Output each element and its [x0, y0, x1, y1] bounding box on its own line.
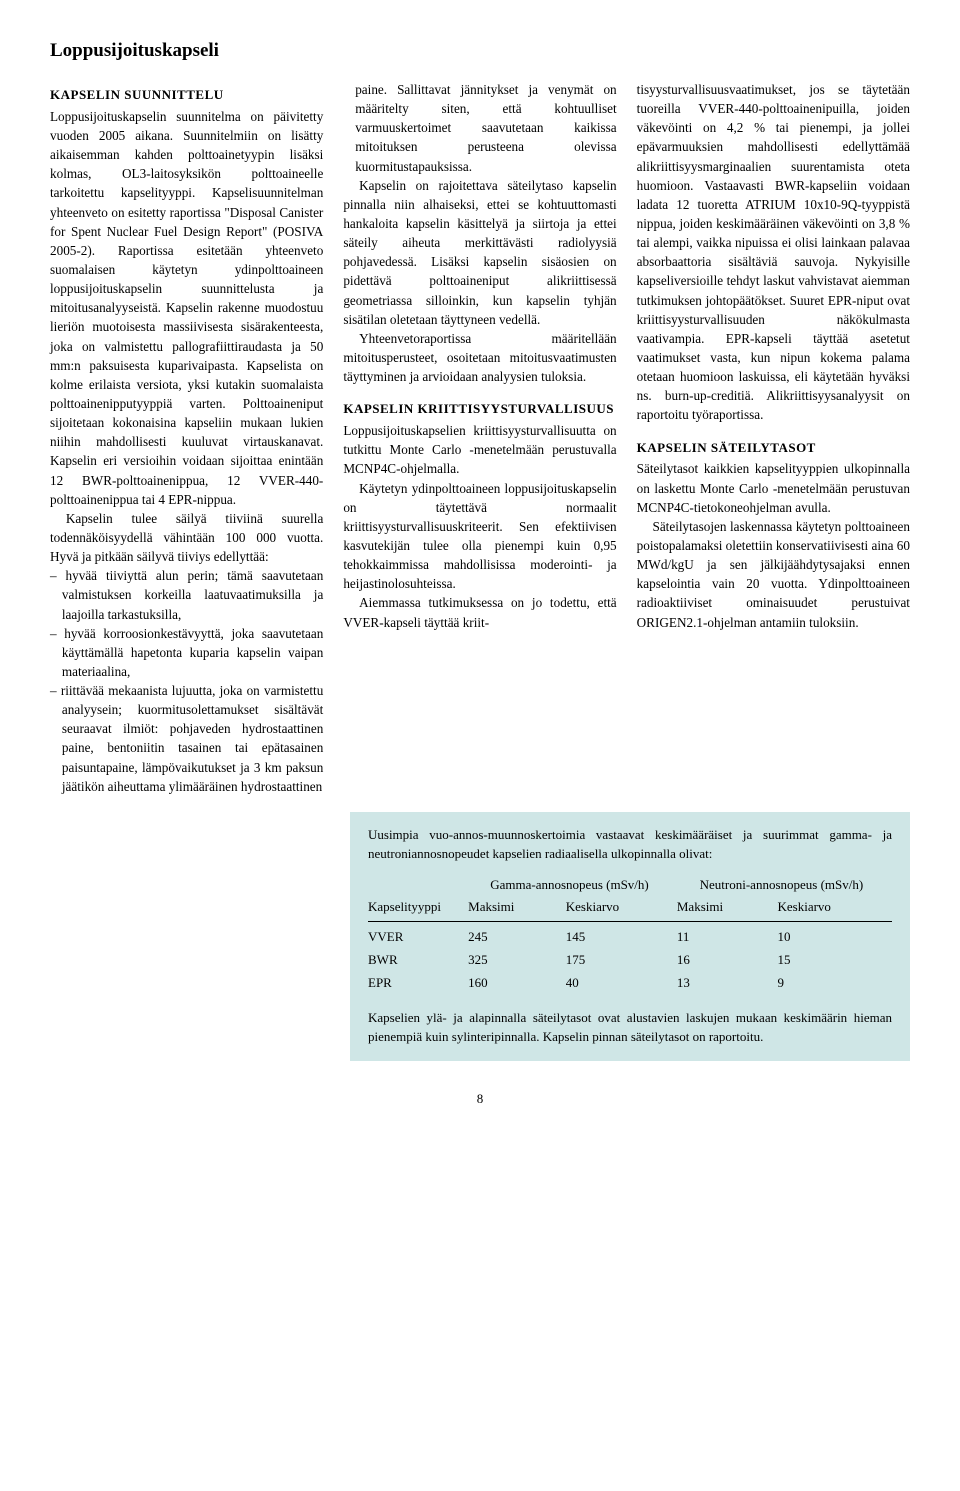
col1-list-item-3: riittävää mekaanista lujuutta, joka on v…: [62, 681, 323, 796]
table-cell: 325: [468, 949, 566, 972]
col3-para-3: Säteilytasojen laskennassa käytetyn polt…: [637, 517, 910, 632]
table-cell: BWR: [368, 949, 468, 972]
table-cell: 160: [468, 972, 566, 995]
table-cell: 145: [566, 922, 677, 949]
col2-para-2: Kapselin on rajoitettava säteilytaso kap…: [343, 176, 616, 329]
col1-list-item-2: hyvää korroosionkestävyyttä, joka saavut…: [62, 624, 323, 681]
text-columns: KAPSELIN SUUNNITTELU Loppusijoituskapsel…: [50, 80, 910, 796]
table-cell: 245: [468, 922, 566, 949]
table-cell: 40: [566, 972, 677, 995]
table-head-navg: Keskiarvo: [777, 896, 892, 921]
col2-para-6: Aiemmassa tutkimuksessa on jo todettu, e…: [343, 593, 616, 631]
heading-kapselin-suunnittelu: KAPSELIN SUUNNITTELU: [50, 86, 323, 105]
column-2: paine. Sallittavat jännitykset ja venymä…: [343, 80, 616, 796]
table-cell: 9: [777, 972, 892, 995]
dose-rate-table: Gamma-annosnopeus (mSv/h) Neutroni-annos…: [368, 874, 892, 995]
col1-list-item-1: hyvää tiiviyttä alun perin; tämä saavute…: [62, 566, 323, 623]
page-number: 8: [50, 1091, 910, 1107]
table-outro: Kapselien ylä- ja alapinnalla säteilytas…: [368, 1009, 892, 1047]
col3-para-2: Säteilytasot kaikkien kapselityyppien ul…: [637, 459, 910, 516]
table-cell: 11: [677, 922, 778, 949]
col2-para-3: Yhteenvetoraportissa määritellään mitoit…: [343, 329, 616, 386]
dose-rate-table-box: Uusimpia vuo-annos-muunnoskertoimia vast…: [350, 812, 910, 1061]
table-row: BWR 325 175 16 15: [368, 949, 892, 972]
heading-sateilytasot: KAPSELIN SÄTEILYTASOT: [637, 439, 910, 458]
col1-para-2: Kapselin tulee säilyä tiiviinä suurella …: [50, 509, 323, 566]
table-cell: VVER: [368, 922, 468, 949]
heading-kriittisyys: KAPSELIN KRIITTISYYSTURVALLISUUS: [343, 400, 616, 419]
table-group-gamma: Gamma-annosnopeus (mSv/h): [468, 874, 677, 897]
table-cell: 13: [677, 972, 778, 995]
col2-para-5: Käytetyn ydinpolttoaineen loppusijoitusk…: [343, 479, 616, 594]
table-head-type: Kapselityyppi: [368, 896, 468, 921]
col2-para-4: Loppusijoituskapselien kriittisyysturval…: [343, 421, 616, 478]
table-head-gavg: Keskiarvo: [566, 896, 677, 921]
page-title: Loppusijoituskapseli: [50, 40, 910, 62]
table-cell: 16: [677, 949, 778, 972]
table-cell: 15: [777, 949, 892, 972]
table-head-nmax: Maksimi: [677, 896, 778, 921]
col3-para-1: tisyysturvallisuusvaatimukset, jos se tä…: [637, 80, 910, 425]
table-intro: Uusimpia vuo-annos-muunnoskertoimia vast…: [368, 826, 892, 864]
col1-list: hyvää tiiviyttä alun perin; tämä saavute…: [50, 566, 323, 796]
column-3: tisyysturvallisuusvaatimukset, jos se tä…: [637, 80, 910, 796]
table-cell: 10: [777, 922, 892, 949]
table-row: VVER 245 145 11 10: [368, 922, 892, 949]
col1-para-1: Loppusijoituskapselin suunnitelma on päi…: [50, 107, 323, 509]
col2-para-cont: paine. Sallittavat jännitykset ja venymä…: [343, 80, 616, 176]
column-1: KAPSELIN SUUNNITTELU Loppusijoituskapsel…: [50, 80, 323, 796]
table-head-gmax: Maksimi: [468, 896, 566, 921]
table-group-neutron: Neutroni-annosnopeus (mSv/h): [677, 874, 892, 897]
table-cell: 175: [566, 949, 677, 972]
table-cell: EPR: [368, 972, 468, 995]
table-row: EPR 160 40 13 9: [368, 972, 892, 995]
